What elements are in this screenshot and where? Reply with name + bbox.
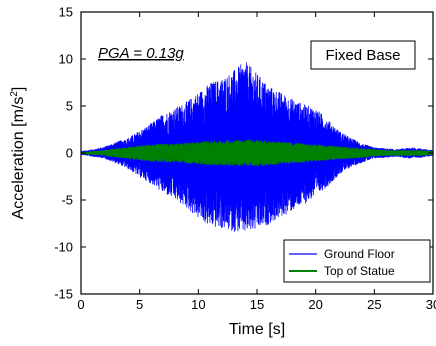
- fixed-base-box: [310, 40, 416, 70]
- series-layer: [81, 62, 433, 232]
- x-tick-label: 15: [250, 297, 264, 312]
- ticks-layer: 0 5 10 15 20 25 30 -15 -10 -5 0 5 10 15: [54, 5, 436, 313]
- legend-box: [283, 239, 431, 283]
- y-tick-label: 0: [66, 146, 73, 161]
- x-axis-title: Time [s]: [229, 321, 285, 338]
- x-tick-label: 5: [136, 297, 143, 312]
- x-tick-label: 0: [77, 297, 84, 312]
- y-tick-label: -5: [61, 193, 73, 208]
- y-axis-title-tail: ]: [10, 87, 27, 91]
- x-tick-label: 20: [308, 297, 322, 312]
- y-tick-label: 5: [66, 99, 73, 114]
- y-tick-label: -10: [54, 240, 73, 255]
- y-tick-label: 10: [59, 52, 73, 67]
- x-tick-label: 30: [426, 297, 436, 312]
- legend-label-top-of-statue: Top of Statue: [324, 264, 395, 278]
- series-line-top-of-statue: [81, 139, 433, 167]
- pga-annotation: PGA = 0.13g: [98, 45, 184, 62]
- fixed-base-annotation: Fixed Base: [325, 47, 400, 64]
- y-tick-label: 15: [59, 5, 73, 20]
- x-tick-label: 10: [191, 297, 205, 312]
- x-tick-label: 25: [367, 297, 381, 312]
- y-axis-title: Acceleration [m/s2]: [9, 87, 27, 220]
- y-tick-label: -15: [54, 287, 73, 302]
- legend-label-ground-floor: Ground Floor: [324, 247, 395, 261]
- y-axis-title-sup: 2: [9, 91, 20, 97]
- legend: Ground Floor Top of Statue: [283, 239, 431, 283]
- y-axis-title-main: Acceleration [m/s: [10, 97, 27, 220]
